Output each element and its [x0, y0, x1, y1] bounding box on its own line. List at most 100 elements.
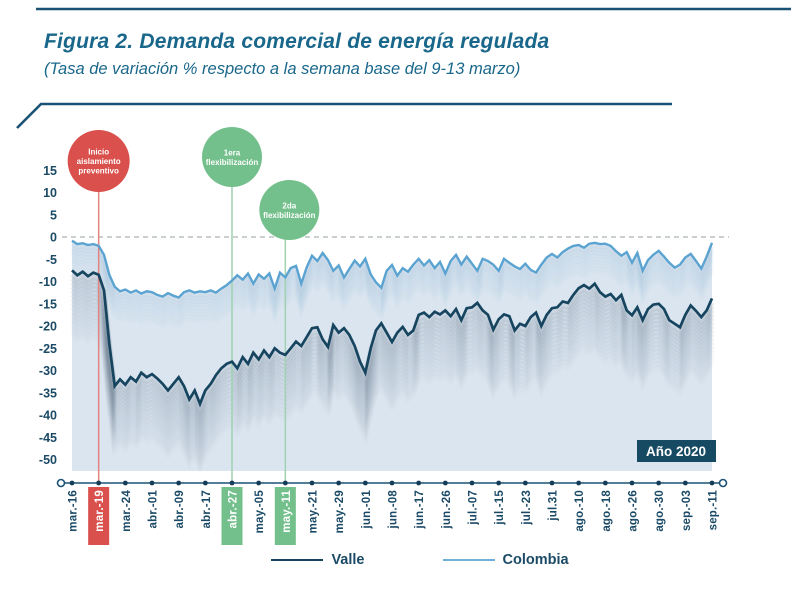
x-tick-dot — [149, 480, 155, 486]
annotation-text-line: Inicio — [88, 148, 109, 157]
x-tick-dot — [602, 480, 608, 486]
colombia-area-shade — [70, 241, 715, 304]
x-tick-label: jul.-15 — [494, 490, 506, 526]
annotation-circle — [202, 127, 262, 187]
annotation-text-line: preventivo — [78, 167, 119, 176]
y-tick-label: -25 — [39, 342, 57, 356]
valle-area-shade — [69, 275, 715, 421]
x-tick-highlight-green — [221, 487, 243, 545]
x-tick-dot — [469, 480, 475, 486]
year-badge-label: Año 2020 — [646, 444, 706, 459]
colombia-area-shade — [70, 244, 715, 307]
x-tick-dot — [69, 480, 75, 486]
valle-area-shade — [69, 315, 715, 461]
x-tick-dot — [682, 480, 688, 486]
x-tick-label: ago.-18 — [601, 490, 613, 532]
annotation-text-line: 2da — [282, 201, 296, 210]
annotation-text-line: flexibilización — [263, 211, 316, 220]
valle-line-swatch — [271, 559, 324, 561]
x-tick-label: abr.-17 — [201, 490, 213, 528]
x-tick-dot — [309, 480, 315, 486]
x-tick-dot — [549, 480, 555, 486]
year-badge-box — [637, 440, 716, 462]
x-tick-dot — [176, 480, 182, 486]
legend-item-colombia: Colombia — [442, 552, 569, 568]
x-tick-dot — [656, 480, 662, 486]
x-tick-label: abr.-01 — [148, 490, 160, 529]
valle-area-shade — [69, 303, 715, 449]
x-tick-dot — [496, 480, 502, 486]
colombia-line — [71, 239, 714, 299]
y-tick-label: -45 — [39, 431, 57, 445]
y-tick-label: -15 — [39, 297, 57, 311]
x-tick-label: ago.-30 — [654, 490, 666, 532]
x-tick-dot — [389, 480, 395, 486]
x-tick-label: may.-21 — [308, 490, 320, 534]
y-tick-label: -40 — [39, 409, 57, 423]
colombia-legend-label: Colombia — [502, 552, 569, 568]
x-tick-dot — [416, 480, 422, 486]
y-tick-label: -20 — [39, 320, 57, 334]
y-tick-label: 10 — [43, 186, 57, 200]
frame-lines — [16, 7, 791, 129]
x-tick-label: jul.-07 — [468, 490, 480, 526]
x-axis: mar.-16 mar.-19 mar.-24 abr.-01 abr.-09 abr.-… — [56, 478, 728, 545]
figure-title: Figura 2. Demanda comercial de energía r… — [44, 30, 550, 53]
y-tick-label: 5 — [50, 208, 57, 222]
annotation-circle — [67, 130, 130, 192]
x-tick-dot — [229, 480, 235, 486]
chart-legend: Valle Colombia — [0, 552, 800, 568]
x-tick-label: ago.-26 — [628, 490, 640, 532]
colombia-area-shade — [70, 251, 715, 314]
x-tick-dot — [362, 480, 368, 486]
x-tick-label: jun.-01 — [361, 490, 373, 530]
x-tick-dot — [336, 480, 342, 486]
annotation-text-line: flexibilización — [206, 158, 259, 167]
colombia-area-shade — [70, 248, 715, 310]
valle-area-shade — [69, 299, 715, 445]
annotation-circle — [259, 180, 320, 240]
valle-legend-label: Valle — [331, 552, 365, 568]
y-tick-label: -50 — [39, 453, 57, 467]
x-tick-dot — [282, 480, 288, 486]
valle-area-shade — [69, 291, 715, 437]
y-tick-label: -5 — [46, 253, 57, 267]
y-tick-label: -10 — [39, 275, 57, 289]
x-tick-label: jun.-17 — [414, 490, 426, 529]
x-tick-label: mar.-16 — [68, 490, 80, 532]
axis-end-circle-right — [718, 478, 728, 488]
plot-area — [69, 240, 715, 471]
annotation-bubbles: Inicioaislamientopreventivo1eraflexibili… — [67, 127, 320, 240]
x-tick-dot — [256, 480, 262, 486]
x-tick-label: may.-05 — [254, 490, 266, 534]
x-tick-highlight-green — [274, 487, 296, 545]
axis-end-circle-left — [56, 478, 66, 488]
y-tick-label: 15 — [43, 164, 57, 178]
x-tick-dot — [96, 480, 102, 486]
x-tick-label: mar.-24 — [121, 490, 133, 532]
annotation-text-line: aislamiento — [77, 157, 121, 166]
valle-area-shade — [69, 311, 715, 457]
x-tick-dot — [522, 480, 528, 486]
annotation-text-line: 1era — [224, 148, 241, 157]
x-tick-label: jul.31 — [548, 490, 560, 522]
x-tick-label: abr.-27 — [228, 490, 240, 528]
valle-area-shade — [69, 307, 715, 453]
x-tick-dot — [629, 480, 635, 486]
valle-area-shade — [69, 283, 715, 429]
series-lines — [71, 239, 714, 408]
colombia-line-swatch — [442, 559, 495, 561]
valle-area-shade — [69, 287, 715, 433]
colombia-area-shade — [70, 254, 715, 317]
x-tick-dot — [709, 480, 715, 486]
legend-item-valle: Valle — [271, 552, 365, 568]
y-tick-label: -30 — [39, 364, 57, 378]
colombia-area-shade — [70, 260, 715, 323]
x-tick-highlight-red — [88, 487, 110, 545]
x-tick-label: sep.-03 — [681, 490, 693, 531]
x-tick-label: may.-29 — [334, 490, 346, 533]
x-tick-label: jun.-08 — [388, 490, 400, 530]
colombia-area-shade — [70, 257, 715, 320]
